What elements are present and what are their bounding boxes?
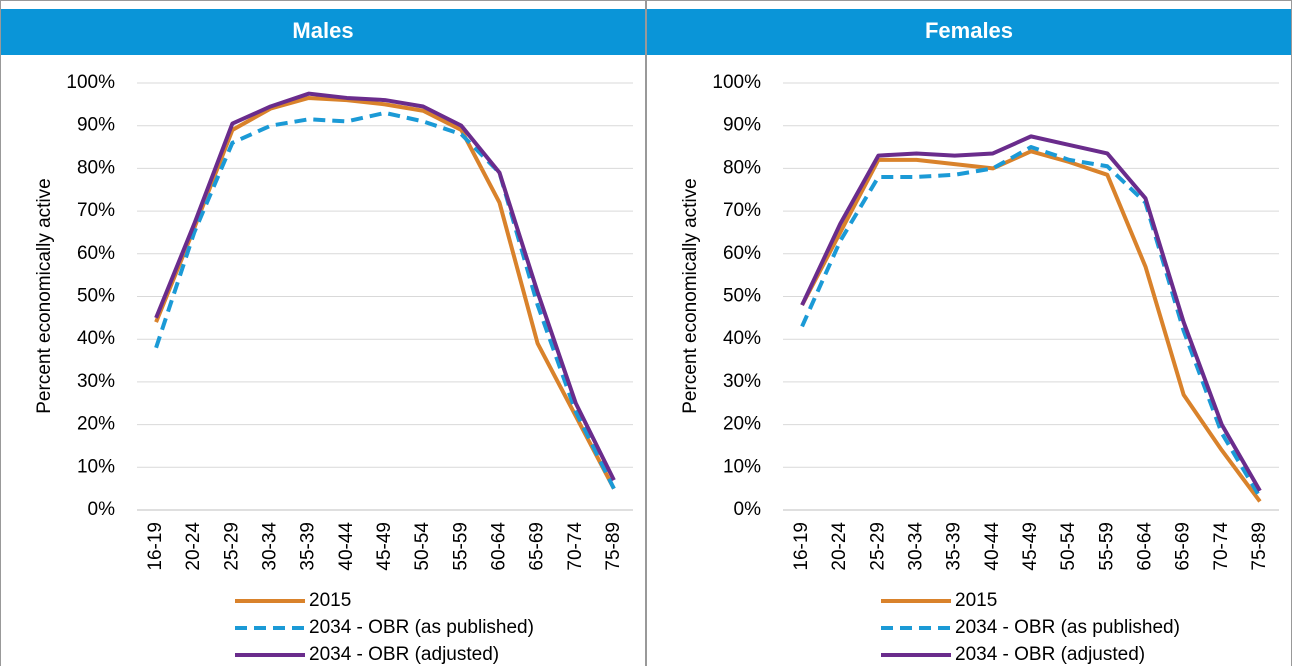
series-line (800, 134, 1262, 492)
x-tick-label: 75-89 (1249, 522, 1270, 571)
header (1, 9, 645, 55)
x-tick-label: 65-69 (527, 522, 548, 571)
x-tick-label: 30-34 (906, 522, 927, 571)
x-tick-label: 70-74 (1211, 522, 1232, 571)
y-tick-label: 80% (723, 157, 761, 178)
chart-title: Females (925, 18, 1013, 43)
y-tick-label: 30% (723, 371, 761, 392)
y-tick-label: 0% (734, 499, 762, 520)
x-tick-label: 25-29 (221, 522, 242, 571)
x-tick-label: 20-24 (829, 522, 850, 571)
y-axis-label: Percent economically active (680, 178, 701, 414)
y-tick-label: 60% (77, 243, 115, 264)
x-tick-label: 20-24 (183, 522, 204, 571)
legend-label: 2034 - OBR (as published) (955, 617, 1180, 638)
x-tick-label: 55-59 (450, 522, 471, 571)
x-tick-label: 45-49 (374, 522, 395, 571)
x-tick-label: 16-19 (791, 522, 812, 571)
legend-label: 2015 (955, 590, 997, 611)
y-tick-label: 20% (723, 414, 761, 435)
y-tick-label: 20% (77, 414, 115, 435)
series-line (154, 95, 616, 490)
x-tick-label: 75-89 (603, 522, 624, 571)
x-tick-label: 35-39 (298, 522, 319, 571)
x-tick-label: 50-54 (412, 522, 433, 571)
y-tick-label: 50% (723, 286, 761, 307)
y-tick-label: 70% (77, 200, 115, 221)
y-tick-label: 100% (66, 72, 115, 93)
x-tick-label: 65-69 (1173, 522, 1194, 571)
x-tick-label: 40-44 (336, 522, 357, 571)
series-line (154, 91, 616, 481)
x-tick-label: 25-29 (867, 522, 888, 571)
x-tick-label: 50-54 (1058, 522, 1079, 571)
y-tick-label: 80% (77, 157, 115, 178)
x-tick-label: 55-59 (1096, 522, 1117, 571)
header (647, 9, 1291, 55)
x-tick-label: 60-64 (488, 522, 509, 571)
y-tick-label: 10% (77, 456, 115, 477)
legend-label: 2015 (309, 590, 351, 611)
panel (646, 0, 1292, 671)
y-tick-label: 90% (723, 115, 761, 136)
series-line (800, 149, 1262, 503)
x-tick-label: 70-74 (565, 522, 586, 571)
x-tick-label: 16-19 (145, 522, 166, 571)
y-tick-label: 0% (88, 499, 116, 520)
y-tick-label: 60% (723, 243, 761, 264)
legend-label: 2034 - OBR (adjusted) (309, 644, 499, 665)
x-tick-label: 60-64 (1134, 522, 1155, 571)
legend-label: 2034 - OBR (as published) (309, 617, 534, 638)
legend-label: 2034 - OBR (adjusted) (955, 644, 1145, 665)
panel (0, 0, 646, 671)
series-line (800, 145, 1262, 499)
y-tick-label: 70% (723, 200, 761, 221)
y-tick-label: 100% (712, 72, 761, 93)
y-tick-label: 50% (77, 286, 115, 307)
y-tick-label: 90% (77, 115, 115, 136)
y-tick-label: 40% (723, 328, 761, 349)
y-tick-label: 10% (723, 456, 761, 477)
x-tick-label: 45-49 (1020, 522, 1041, 571)
y-tick-label: 30% (77, 371, 115, 392)
y-axis-label: Percent economically active (34, 178, 55, 414)
y-tick-label: 40% (77, 328, 115, 349)
series-line (154, 110, 616, 490)
x-tick-label: 30-34 (260, 522, 281, 571)
x-tick-label: 40-44 (982, 522, 1003, 571)
x-tick-label: 35-39 (944, 522, 965, 571)
chart-title: Males (292, 18, 353, 43)
